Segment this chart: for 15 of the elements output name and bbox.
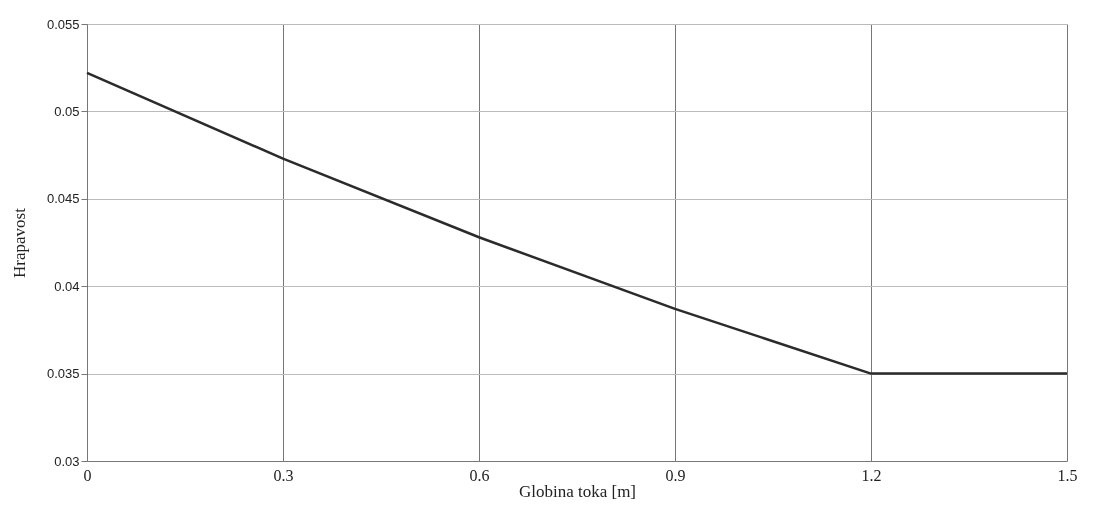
x-tick-label: 0.3: [273, 466, 294, 484]
y-tick-label: 0.035: [46, 366, 80, 382]
y-axis-title: Hrapavost: [9, 207, 29, 278]
x-tick-label: 0: [83, 466, 92, 484]
line-series: [85, 71, 1069, 375]
y-tick-label: 0.04: [54, 278, 80, 294]
x-axis-title: Globina toka [m]: [518, 481, 637, 501]
y-tick-label: 0.05: [54, 103, 80, 119]
x-tick-label: 0.9: [665, 466, 686, 484]
y-tick-label: 0.03: [54, 453, 80, 469]
y-tick-label: 0.045: [46, 191, 80, 207]
x-tick-label: 0.6: [469, 466, 490, 484]
x-tick-label: 1.5: [1057, 466, 1078, 484]
y-tick-label: 0.055: [46, 16, 80, 32]
x-tick-label: 1.2: [861, 466, 882, 484]
